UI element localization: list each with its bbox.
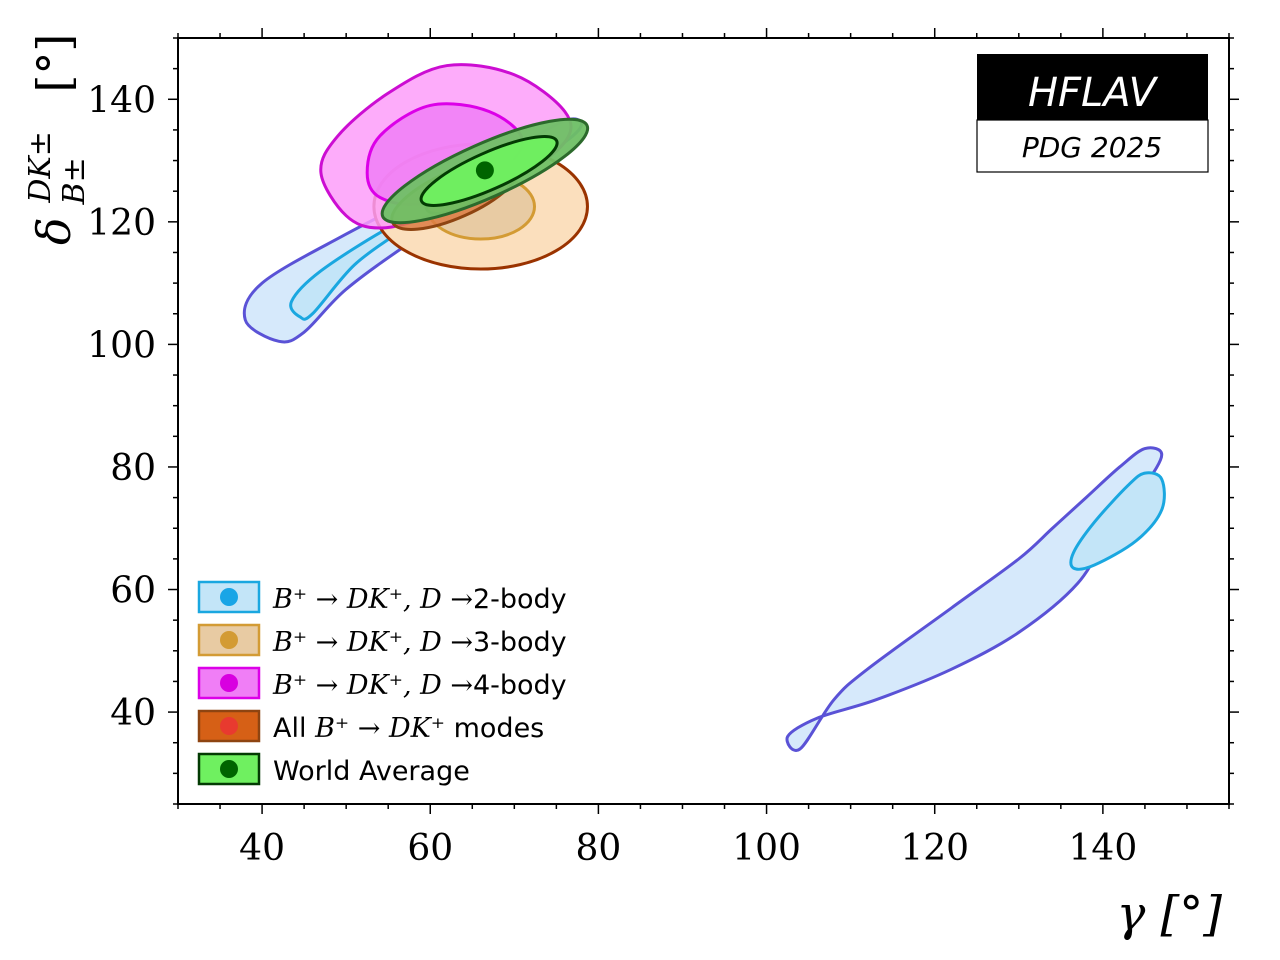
series-world-average [380,117,590,225]
legend-item: World Average [197,752,470,787]
legend-label: B⁺ → DK⁺, D →2-body [272,584,567,615]
legend: B⁺ → DK⁺, D →2-body B⁺ → DK⁺, D →3-body B⁺… [197,580,567,787]
svg-text:δ DK± B± [°]: δ DK± B± [°] [7,34,95,245]
y-label-unit: [°] [27,34,81,93]
contour-inner [1069,471,1166,571]
series-4-body [319,63,573,230]
legend-marker [220,717,238,735]
legend-item: B⁺ → DK⁺, D →3-body [197,623,567,658]
svg-text:γ [°]: γ [°] [1117,886,1223,942]
y-label-subscript: B± [57,157,92,205]
legend-label: All B⁺ → DK⁺ modes [273,713,544,744]
x-tick-label: 40 [239,828,285,869]
y-label-superscript: DK± [23,131,58,204]
y-tick-label: 120 [87,203,156,244]
legend-marker [220,631,238,649]
x-tick-label: 140 [1069,828,1138,869]
legend-label: World Average [273,756,470,787]
legend-marker [220,674,238,692]
y-axis-label: δ DK± B± [°] [7,34,95,245]
x-axis-label: γ [°] [1117,886,1223,942]
badge-subtitle: PDG 2025 [1022,131,1162,164]
y-tick-label: 60 [110,571,156,612]
axis-ticks: 40 60 80 100 120 140 40 60 80 100 120 140 [87,28,1239,869]
legend-item: All B⁺ → DK⁺ modes [197,709,544,744]
plot-frame [177,37,1230,805]
legend-marker [220,760,238,778]
hflav-badge: HFLAV PDG 2025 [976,54,1209,173]
x-tick-label: 80 [575,828,621,869]
x-tick-label: 60 [407,828,453,869]
y-tick-label: 80 [110,448,156,489]
legend-item: B⁺ → DK⁺, D →4-body [197,666,567,701]
legend-label: B⁺ → DK⁺, D →3-body [272,627,567,658]
best-fit-point [475,161,494,180]
y-tick-label: 100 [87,325,156,366]
x-tick-label: 120 [900,828,969,869]
contour-outer [785,446,1164,752]
legend-label: B⁺ → DK⁺, D →4-body [272,670,567,701]
badge-title: HFLAV [1028,70,1159,116]
y-label-symbol: δ [27,217,81,245]
contour-layer [242,63,1166,752]
y-tick-label: 140 [87,80,156,121]
legend-marker [220,588,238,606]
legend-item: B⁺ → DK⁺, D →2-body [197,580,567,615]
x-tick-label: 100 [732,828,801,869]
y-tick-label: 40 [110,693,156,734]
